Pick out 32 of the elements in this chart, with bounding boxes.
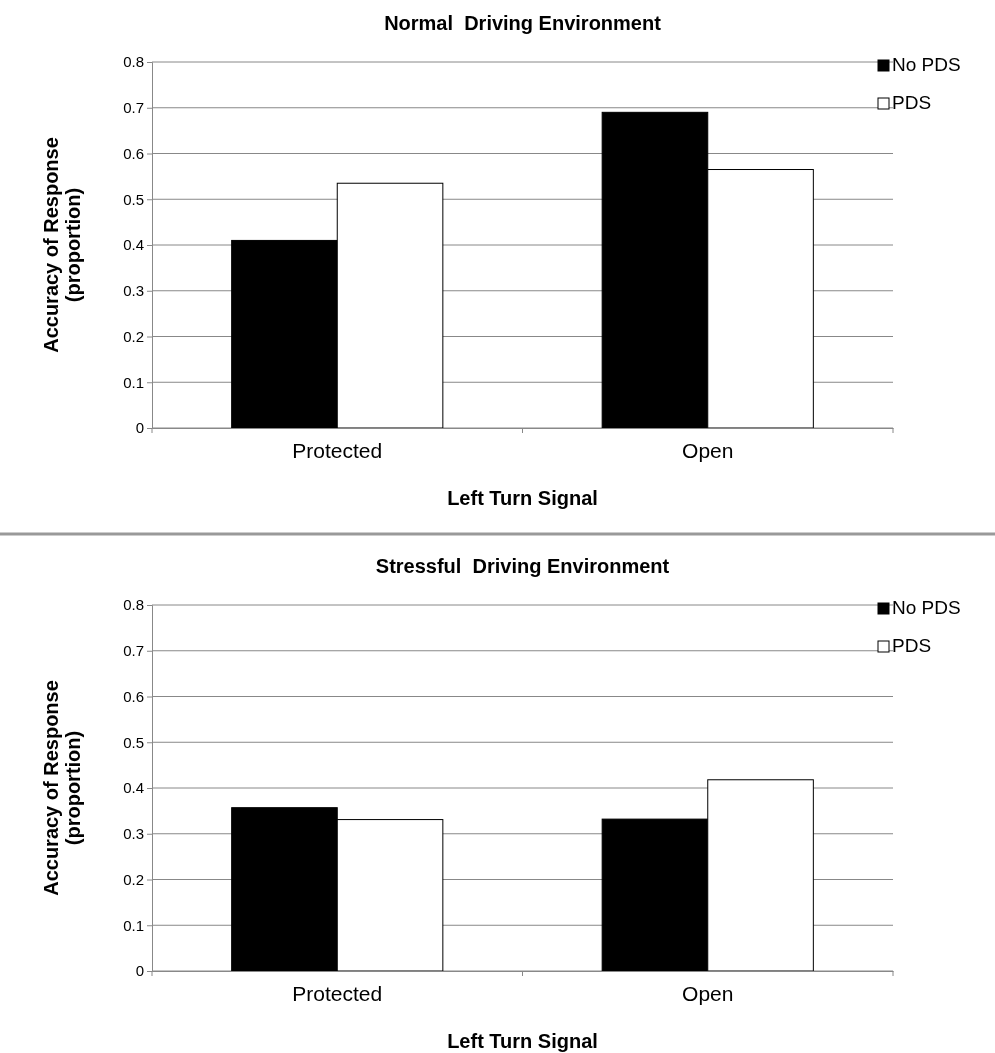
y-tick-label: 0.6 xyxy=(123,144,144,162)
y-axis-title: Accuracy of Response (proportion) xyxy=(40,137,84,353)
chart-title: Normal Driving Environment xyxy=(384,12,662,34)
x-tick-label: Protected xyxy=(292,982,383,1006)
y-axis-title: Accuracy of Response (proportion) xyxy=(40,680,84,896)
y-tick-label: 0.1 xyxy=(123,916,144,934)
y-tick-label: 0.5 xyxy=(123,190,144,208)
y-tick-label: 0.4 xyxy=(123,236,144,254)
y-tick-label: 0.8 xyxy=(123,53,144,71)
y-tick-label: 0.7 xyxy=(123,99,144,117)
legend-label: No PDS xyxy=(892,54,961,75)
legend-label: No PDS xyxy=(892,597,961,618)
y-tick-label: 0.2 xyxy=(123,870,144,888)
y-tick-label: 0.6 xyxy=(123,687,144,705)
y-tick-label: 0 xyxy=(135,419,144,437)
y-tick-label: 0.2 xyxy=(123,327,144,345)
x-tick-label: Protected xyxy=(292,439,383,463)
chart-title: Stressful Driving Environment xyxy=(375,555,670,577)
y-tick-label: 0.4 xyxy=(123,779,144,797)
x-axis-title: Left Turn Signal xyxy=(447,487,598,509)
x-tick-label: Open xyxy=(682,439,734,463)
x-tick-label: Open xyxy=(682,982,734,1006)
y-tick-label: 0.3 xyxy=(123,825,144,843)
y-tick-label: 0.7 xyxy=(123,642,144,660)
y-tick-label: 0.5 xyxy=(123,733,144,751)
legend-label: PDS xyxy=(892,635,932,656)
y-tick-label: 0.3 xyxy=(123,282,144,300)
y-tick-label: 0.8 xyxy=(123,596,144,614)
legend-label: PDS xyxy=(892,92,932,113)
y-tick-label: 0.1 xyxy=(123,373,144,391)
x-axis-title: Left Turn Signal xyxy=(447,1030,598,1052)
y-tick-label: 0 xyxy=(135,962,144,980)
